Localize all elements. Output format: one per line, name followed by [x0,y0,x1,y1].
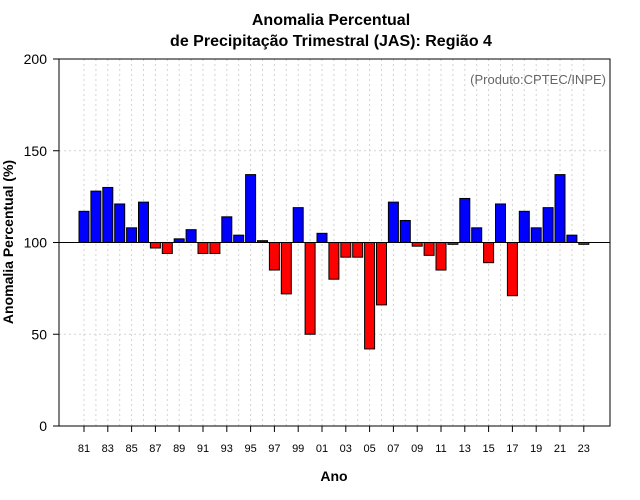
x-tick-label: 13 [459,443,471,455]
y-tick-label: 50 [31,326,47,342]
y-tick-label: 100 [24,235,48,251]
bar-89 [173,238,185,244]
bar-17 [506,242,518,297]
bar-90 [185,229,197,243]
x-axis-ticks: 81 83 85 87 89 91 93 95 97 99 01 03 05 07 09 11 13 15 17 19… [78,426,590,455]
bar-91 [197,242,209,255]
bar-21 [554,174,566,243]
x-tick-label: 95 [244,443,256,455]
bar-83 [102,186,114,243]
x-tick-label: 89 [173,443,185,455]
bar-22 [566,234,578,244]
bar-20 [542,207,554,243]
x-tick-label: 23 [578,443,590,455]
bar-81 [78,210,90,243]
bar-06 [376,242,387,306]
source-note: (Produto:CPTEC/INPE) [470,72,606,87]
x-tick-label: 97 [268,443,280,455]
bar-11 [435,242,447,271]
x-tick-label: 05 [363,443,375,455]
bar-99 [292,207,304,243]
x-tick-label: 99 [292,443,304,455]
bar-01 [316,232,328,243]
bar-05 [364,242,376,350]
x-tick-label: 15 [482,443,494,455]
bar-14 [471,227,483,244]
x-tick-label: 09 [411,443,423,455]
x-tick-label: 19 [530,443,542,455]
x-axis-label: Ano [320,468,347,484]
y-axis-ticks: 0 50 100 150 200 [24,51,59,434]
x-tick-label: 03 [340,443,352,455]
bar-10 [423,242,435,256]
x-tick-label: 81 [78,443,90,455]
bar-97 [268,242,280,271]
bar-07 [387,201,399,244]
x-tick-label: 11 [435,443,446,455]
bar-19 [530,227,542,244]
chart-title-line-2: de Precipitação Trimestral (JAS): Região… [170,33,492,50]
bar-86 [138,201,149,244]
x-tick-label: 87 [149,443,161,455]
chart-title-line-1: Anomalia Percentual [252,12,410,29]
y-tick-label: 0 [39,418,47,434]
x-tick-label: 93 [221,443,233,455]
bar-98 [280,242,292,295]
x-tick-label: 01 [316,443,328,455]
bar-93 [221,216,233,243]
bar-08 [399,219,411,243]
bar-95 [245,174,257,243]
bar-88 [161,242,173,255]
bar-82 [90,190,102,243]
bar-84 [114,203,126,243]
x-tick-label: 91 [197,443,209,455]
bar-15 [483,242,495,264]
bar-85 [126,227,138,244]
bar-18 [518,210,530,243]
bar-13 [459,197,471,244]
grid-lines [59,58,610,427]
x-tick-label: 17 [506,443,518,455]
bar-16 [495,203,506,243]
bar-04 [352,242,364,258]
bar-02 [328,242,340,280]
x-tick-label: 83 [102,443,114,455]
bar-94 [233,234,245,244]
bar-09 [411,242,423,247]
x-tick-label: 07 [387,443,399,455]
bar-series [78,174,590,350]
bar-87 [149,242,161,249]
y-tick-label: 150 [24,143,48,159]
bar-03 [340,242,352,258]
x-tick-label: 21 [554,443,566,455]
bar-00 [304,242,316,335]
bar-92 [209,242,221,255]
y-axis-label: Anomalia Percentual (%) [0,160,16,324]
y-tick-label: 200 [24,51,48,67]
x-tick-label: 85 [125,443,137,455]
